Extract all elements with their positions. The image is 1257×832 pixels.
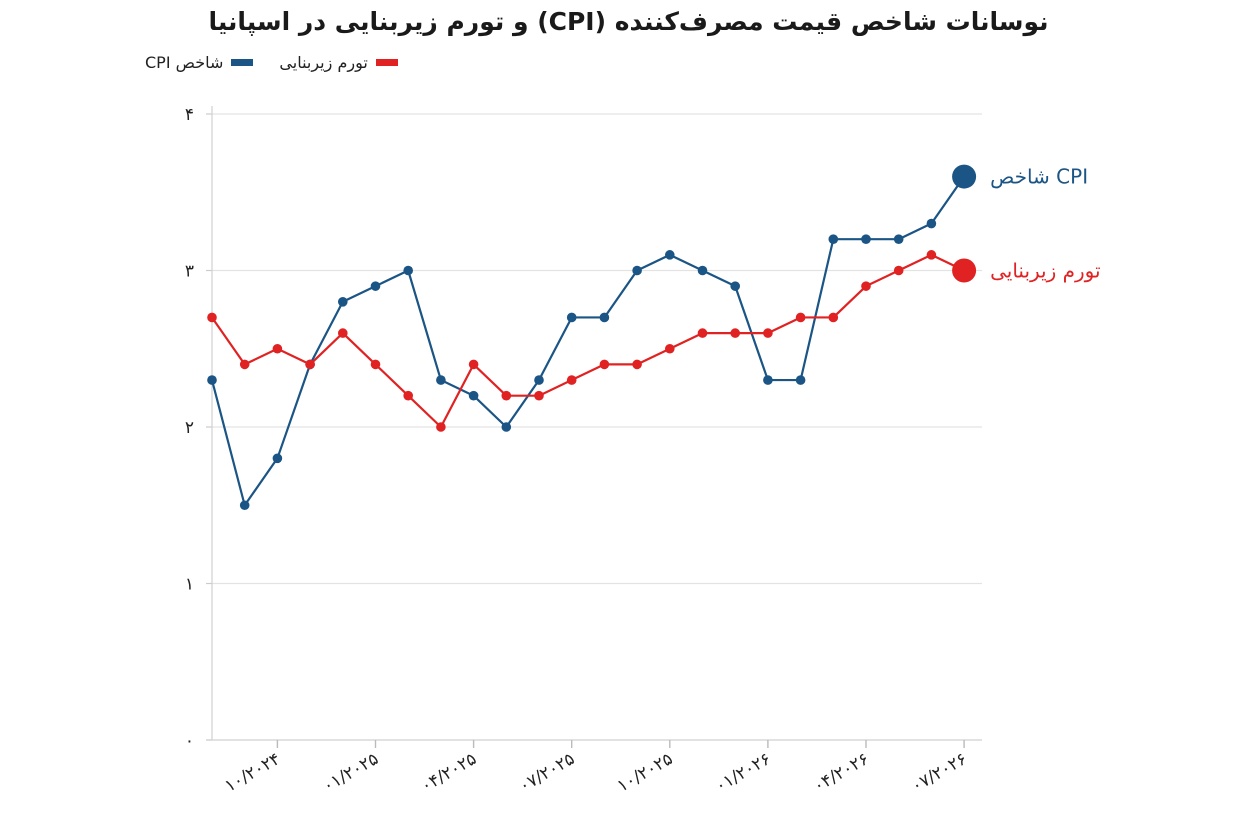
series-line-1 [211,253,965,429]
data-point [338,328,348,338]
data-point [926,218,937,229]
data-point [534,390,544,401]
data-point [501,422,512,432]
data-point [893,265,904,276]
x-tick-label: ۱۰/۲۰۲۵ [614,749,676,797]
legend-item-cpi: شاخص CPI [145,52,254,72]
axes [206,106,982,748]
y-tick-label: ۴ [185,105,194,125]
data-point [861,234,871,244]
y-tick-label: ۰ [185,731,194,751]
grid-lines [212,113,982,585]
data-point [534,375,544,385]
x-tick-label: ۱۰/۲۰۲۴ [221,749,283,797]
data-point [272,343,283,354]
data-point [632,359,642,370]
data-point [599,312,610,323]
data-point [207,312,217,323]
y-tick-label: ۳ [185,262,194,282]
data-point [828,234,839,244]
legend: شاخص CPI تورم زیربنایی [145,48,398,76]
series-end-marker-1 [952,258,977,283]
data-point [632,265,642,276]
data-point [697,328,708,338]
data-point [403,265,414,276]
data-point [566,312,577,323]
data-point [926,250,937,260]
y-tick-label: ۲ [185,418,194,438]
series-group: شاخص CPI تورم زیربنایی [207,164,1101,511]
data-point [239,359,250,370]
legend-item-core: تورم زیربنایی [279,52,398,72]
x-tick-label: ۰۷/۲۰۲۵ [516,749,578,797]
legend-swatch-cpi [231,58,254,66]
x-tick-label: ۰۱/۲۰۲۶ [712,749,774,797]
data-point [370,281,381,291]
data-point [730,328,740,338]
x-tick-label: ۰۴/۲۰۲۶ [810,749,872,797]
data-point [305,359,315,370]
legend-label-core: تورم زیربنایی [279,52,368,72]
data-point [828,312,839,323]
data-point [468,390,479,401]
x-tick-label: ۰۴/۲۰۲۵ [418,749,480,797]
data-point [436,375,446,385]
data-point [370,359,381,370]
series-line-0 [210,175,966,507]
chart-title: نوسانات شاخص قیمت مصرف‌کننده (CPI) و تور… [208,7,1049,36]
data-point [893,234,904,244]
tick-labels: ۰ ۱ ۲ ۳ ۴ ۱۰/۲۰۲۴ ۰۱/۲۰۲۵ ۰۴/۲۰۲۵ ۰۷/۲۰۲۵ ۱۰/۲۰۲۵… [185,105,971,797]
data-point [861,281,871,291]
series-end-marker-0 [952,164,977,189]
legend-label-cpi: شاخص CPI [145,52,224,72]
series-end-label-0: شاخص CPI [990,165,1088,189]
data-point [239,500,250,511]
data-point [730,281,740,291]
data-point [763,328,773,338]
series-end-label-1: تورم زیربنایی [990,259,1101,283]
data-point [501,390,512,401]
data-point [436,422,446,432]
data-point [795,375,806,385]
x-tick-label: ۰۷/۲۰۲۶ [908,749,970,797]
data-point [338,297,348,307]
data-point [207,375,217,385]
data-point [272,453,283,464]
data-point [403,390,414,401]
data-point [665,343,675,354]
data-point [566,375,577,385]
x-tick-label: ۰۱/۲۰۲۵ [320,749,382,797]
data-point [763,375,773,385]
legend-swatch-core [375,58,398,66]
data-point [599,359,610,370]
data-point [697,265,708,276]
data-point [665,250,675,260]
data-point [468,359,479,370]
data-point [795,312,806,323]
y-tick-label: ۱ [185,575,194,595]
